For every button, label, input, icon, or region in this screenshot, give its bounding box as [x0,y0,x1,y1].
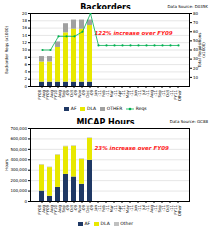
svg-text:FY11Other: FY11Other [173,90,182,102]
svg-text:600,000: 600,000 [10,136,27,141]
svg-text:500,000: 500,000 [10,147,27,152]
svg-text:0: 0 [24,84,27,89]
svg-text:200,000: 200,000 [10,178,27,183]
svg-text:400,000: 400,000 [10,157,27,162]
svg-text:2: 2 [24,76,27,81]
svg-text:10: 10 [22,47,28,52]
svg-text:12: 12 [22,40,28,45]
svg-text:300,000: 300,000 [10,167,27,172]
svg-text:122% increase over FY09: 122% increase over FY09 [95,30,173,36]
svg-text:70: 70 [193,20,199,25]
svg-text:4: 4 [24,69,27,74]
svg-text:FY11Other: FY11Other [173,205,182,217]
svg-text:0: 0 [24,199,27,204]
svg-text:14: 14 [22,33,28,38]
svg-text:700,000: 700,000 [10,126,27,131]
svg-text:16: 16 [22,25,28,30]
svg-text:Backorder Reqs (x1000): Backorder Reqs (x1000) [4,26,9,75]
svg-text:10: 10 [193,75,199,80]
svg-text:18: 18 [22,18,28,23]
svg-text:100,000: 100,000 [10,188,27,193]
svg-text:8: 8 [24,55,27,60]
svg-text:6: 6 [24,62,27,67]
svg-text:23% increase over FY09: 23% increase over FY09 [95,145,170,151]
svg-text:Total Requisitions(x1000): Total Requisitions(x1000) [197,33,206,69]
svg-text:20: 20 [22,11,28,16]
svg-text:80: 80 [193,11,199,16]
svg-text:Hours: Hours [4,159,9,171]
